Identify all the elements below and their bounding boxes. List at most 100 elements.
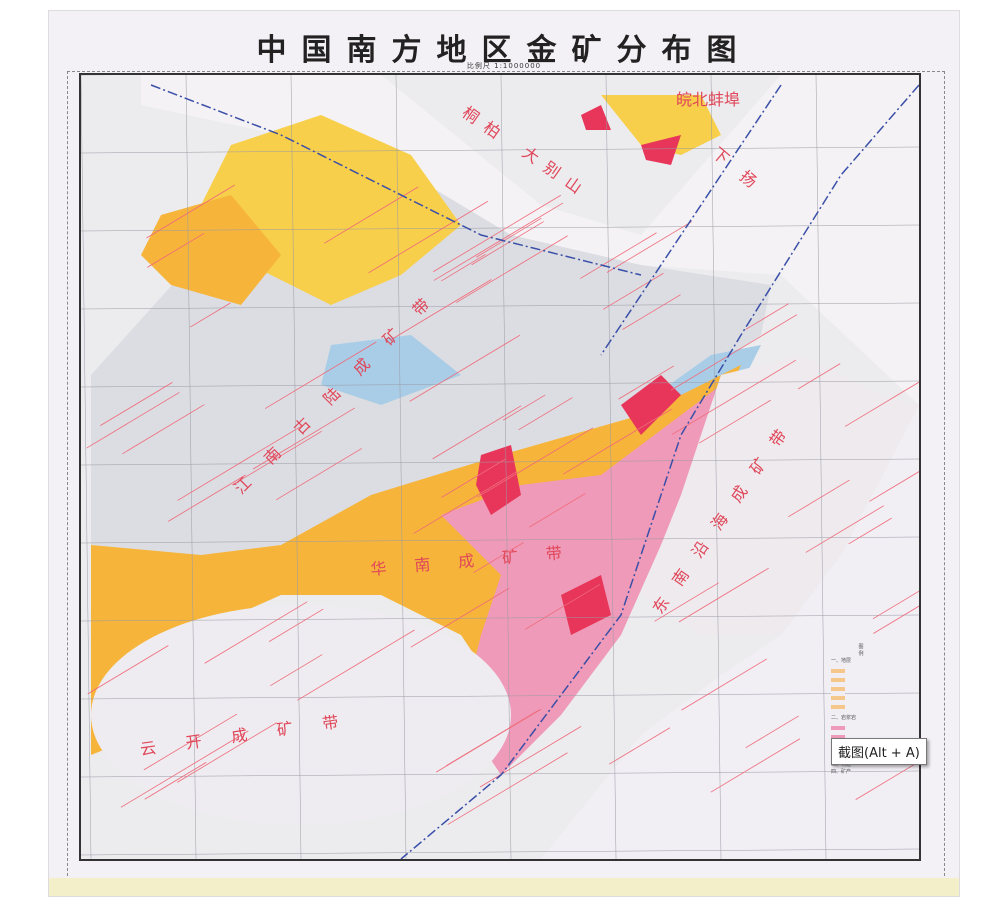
fault-line bbox=[872, 590, 919, 620]
fault-line bbox=[86, 392, 180, 449]
fault-line bbox=[618, 365, 675, 400]
fault-line bbox=[671, 359, 797, 435]
meridian-line bbox=[290, 75, 302, 859]
fault-line bbox=[670, 314, 798, 391]
fault-line bbox=[433, 194, 561, 273]
fault-line bbox=[873, 605, 919, 634]
meridian-line bbox=[605, 75, 617, 859]
parallel-line bbox=[81, 146, 919, 154]
label-wanbei: 皖北蚌埠 bbox=[676, 90, 740, 109]
legend-section: 一、地层 bbox=[831, 658, 852, 664]
parallel-line bbox=[81, 692, 919, 700]
red-granite bbox=[476, 445, 521, 515]
map-title: 中国南方地区金矿分布图 bbox=[256, 33, 752, 68]
legend-section: 二、岩浆岩 bbox=[831, 715, 857, 721]
parallel-line bbox=[81, 536, 919, 544]
fault-line bbox=[100, 382, 173, 426]
fault-line bbox=[797, 363, 841, 390]
fault-line bbox=[268, 608, 324, 642]
fault-line bbox=[678, 567, 770, 623]
fault-line bbox=[120, 730, 249, 808]
yunkai-belt bbox=[91, 605, 511, 825]
pink-granite bbox=[441, 385, 721, 775]
fault-line bbox=[265, 341, 377, 409]
meridian-line bbox=[815, 75, 827, 859]
orange-unit bbox=[91, 365, 741, 755]
fault-line bbox=[471, 221, 544, 266]
meridian-line bbox=[710, 75, 722, 859]
fault-line bbox=[788, 479, 850, 518]
fault-lines bbox=[86, 184, 919, 825]
fault-line bbox=[699, 399, 771, 444]
fault-line bbox=[270, 654, 323, 687]
parallel-line bbox=[81, 224, 919, 232]
meridian-line bbox=[185, 75, 197, 859]
legend-section: 三、构造 bbox=[831, 762, 852, 768]
parallel-line bbox=[81, 302, 919, 310]
southeast-coast-belt bbox=[641, 355, 919, 635]
fault-line bbox=[805, 505, 884, 553]
red-granite bbox=[561, 575, 611, 635]
fault-line bbox=[579, 232, 657, 279]
yellow-unit bbox=[601, 95, 721, 155]
fault-line bbox=[252, 407, 356, 470]
fault-line bbox=[606, 221, 693, 273]
parallel-line bbox=[81, 770, 919, 778]
fault-line bbox=[143, 713, 238, 771]
fault-line bbox=[146, 184, 235, 239]
fault-line bbox=[87, 645, 169, 695]
fault-line bbox=[232, 430, 323, 486]
geologic-map: 皖北蚌埠 桐柏 大别山 下扬 江南古陆成矿带 华南成矿带 东南沿海成矿带 云开成… bbox=[81, 75, 919, 859]
fault-line bbox=[391, 279, 492, 340]
fault-line bbox=[433, 202, 564, 281]
fault-line bbox=[409, 334, 521, 402]
fault-line bbox=[563, 408, 672, 475]
red-unit bbox=[581, 105, 611, 130]
fault-line bbox=[745, 303, 790, 330]
fault-line bbox=[190, 302, 231, 328]
fault-line bbox=[681, 658, 767, 711]
fault-line bbox=[122, 404, 205, 455]
fault-line bbox=[869, 471, 919, 502]
fault-line bbox=[477, 427, 594, 498]
fault-line bbox=[413, 471, 518, 534]
fault-line bbox=[476, 217, 542, 258]
fault-line bbox=[275, 448, 362, 501]
fault-line bbox=[177, 722, 278, 783]
fault-line bbox=[844, 381, 919, 427]
fault-line bbox=[177, 424, 304, 501]
fault-line bbox=[144, 762, 207, 800]
blue-unit bbox=[321, 335, 461, 405]
tectonic-boundary bbox=[600, 84, 782, 356]
map-image: 中国南方地区金矿分布图 比例尺 1:1000000 bbox=[48, 10, 960, 897]
meridian-line bbox=[81, 75, 92, 859]
map-grid bbox=[81, 75, 919, 859]
parallel-line bbox=[81, 614, 919, 622]
meridian-line bbox=[395, 75, 407, 859]
legend-section: 四、矿产 bbox=[831, 769, 852, 775]
red-granite bbox=[621, 375, 681, 435]
map-frame: 皖北蚌埠 桐柏 大别山 下扬 江南古陆成矿带 华南成矿带 东南沿海成矿带 云开成… bbox=[79, 73, 921, 861]
fault-line bbox=[432, 405, 522, 460]
fault-line bbox=[745, 715, 799, 749]
screenshot-tooltip: 截图(Alt + A) bbox=[831, 738, 927, 765]
tectonic-boundary bbox=[150, 84, 642, 276]
parallel-line bbox=[81, 380, 919, 388]
fault-line bbox=[168, 474, 246, 522]
fault-line bbox=[368, 200, 489, 274]
fault-line bbox=[502, 394, 546, 421]
orange-unit bbox=[141, 195, 281, 305]
fault-line bbox=[518, 397, 573, 431]
parallel-line bbox=[81, 848, 919, 856]
map-scale: 比例尺 1:1000000 bbox=[466, 62, 542, 70]
fault-line bbox=[654, 582, 719, 622]
fault-line bbox=[456, 235, 568, 303]
fault-line bbox=[848, 517, 892, 545]
fault-line bbox=[622, 294, 681, 330]
fault-line bbox=[710, 738, 801, 793]
fault-line bbox=[524, 583, 601, 630]
fault-line bbox=[479, 726, 582, 788]
fault-line bbox=[447, 752, 568, 825]
fault-line bbox=[609, 727, 671, 765]
fault-line bbox=[529, 493, 586, 528]
